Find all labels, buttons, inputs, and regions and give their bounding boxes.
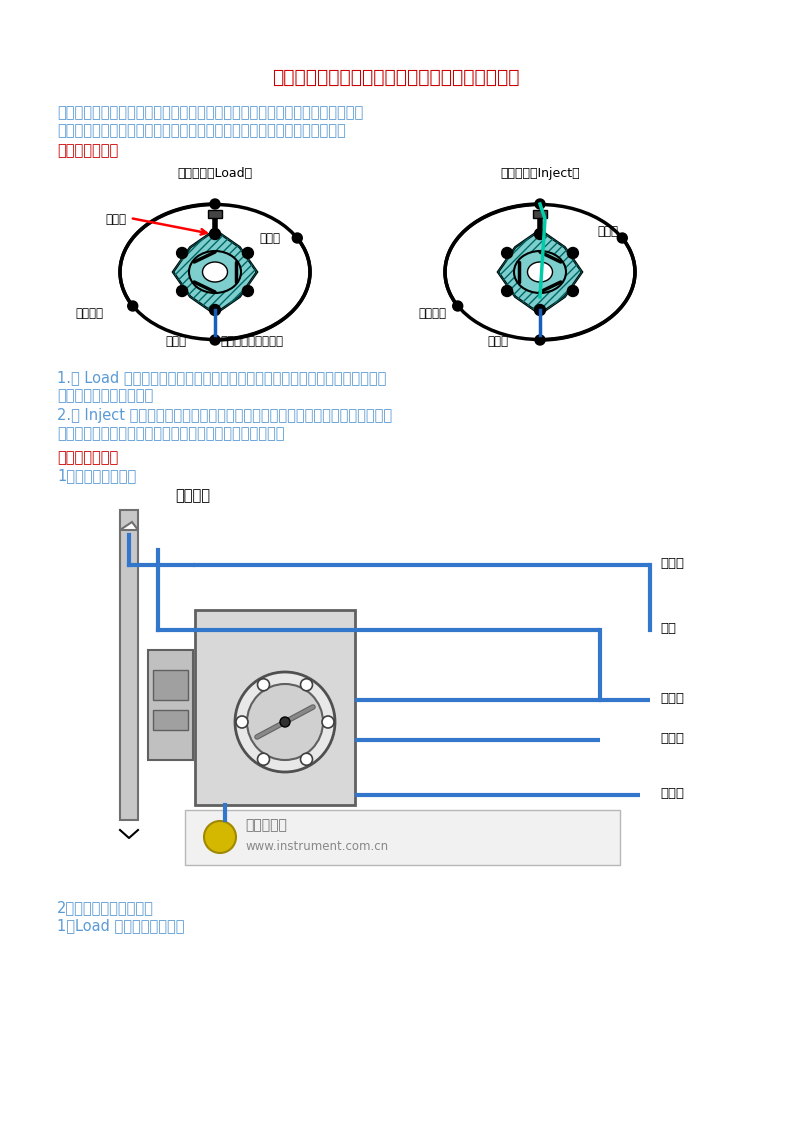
Bar <box>195 610 355 804</box>
Text: 液相色谱自动进样器和手动进样器工作原理之比较: 液相色谱自动进样器和手动进样器工作原理之比较 <box>272 68 519 88</box>
Text: 2、手动进样器工作原理: 2、手动进样器工作原理 <box>57 900 154 916</box>
Text: 1、实际流路连接图: 1、实际流路连接图 <box>57 468 136 482</box>
Text: 是自动进样的较手动进样器的死体积较大，多了计量泵和一部分联接管线。: 是自动进样的较手动进样器的死体积较大，多了计量泵和一部分联接管线。 <box>57 123 346 138</box>
Circle shape <box>235 672 335 772</box>
Polygon shape <box>120 511 138 530</box>
Circle shape <box>568 285 578 296</box>
Ellipse shape <box>514 251 566 293</box>
Circle shape <box>301 679 312 691</box>
Circle shape <box>535 335 545 344</box>
Circle shape <box>293 233 302 243</box>
Circle shape <box>258 753 270 765</box>
Ellipse shape <box>189 251 241 293</box>
Text: 至色谱柱: 至色谱柱 <box>418 307 446 320</box>
Bar <box>208 210 222 218</box>
Bar <box>148 650 193 760</box>
Ellipse shape <box>202 263 228 282</box>
Text: 4: 4 <box>262 678 266 683</box>
Text: www.instrument.com.cn: www.instrument.com.cn <box>245 840 388 853</box>
Circle shape <box>301 753 312 765</box>
Circle shape <box>210 335 220 344</box>
Circle shape <box>502 248 512 258</box>
Circle shape <box>534 304 546 315</box>
Text: 2: 2 <box>262 752 266 758</box>
Text: 废液: 废液 <box>660 622 676 635</box>
Text: 充样位置（Load）: 充样位置（Load） <box>178 167 252 180</box>
Bar <box>533 210 547 218</box>
Circle shape <box>258 679 270 691</box>
Text: 1: 1 <box>305 752 308 758</box>
Bar <box>120 530 138 820</box>
Text: 是直接流到废液的；来自泵的流动相经定量环再到色谱柱。: 是直接流到废液的；来自泵的流动相经定量环再到色谱柱。 <box>57 426 285 441</box>
Circle shape <box>280 717 290 727</box>
Text: 流向连接: 流向连接 <box>175 488 210 503</box>
Circle shape <box>177 285 188 296</box>
Polygon shape <box>498 230 582 314</box>
Text: 5: 5 <box>305 678 308 683</box>
Circle shape <box>243 285 254 296</box>
Bar <box>153 710 188 730</box>
Text: 至废液: 至废液 <box>259 232 280 245</box>
Text: 流动相直接流到色谱柱。: 流动相直接流到色谱柱。 <box>57 388 153 403</box>
Text: 接柱子: 接柱子 <box>660 787 684 800</box>
Circle shape <box>617 233 627 243</box>
Circle shape <box>210 199 220 209</box>
Text: 一、六通阀原理: 一、六通阀原理 <box>57 142 118 158</box>
Text: 6: 6 <box>326 715 330 721</box>
Text: 1.在 Load 状态，样品从进样针进来到定量环，多余的样品再到废液；来自泵的: 1.在 Load 状态，样品从进样针进来到定量环，多余的样品再到废液；来自泵的 <box>57 370 386 385</box>
Circle shape <box>243 248 254 258</box>
Circle shape <box>502 285 512 296</box>
Circle shape <box>453 301 463 311</box>
Text: 进样位置（Inject）: 进样位置（Inject） <box>500 167 580 180</box>
Text: 对于液相色谱而言，无论是手动进样器或是自动进样器都是用六通阀进样的，只: 对于液相色谱而言，无论是手动进样器或是自动进样器都是用六通阀进样的，只 <box>57 105 363 120</box>
Circle shape <box>236 716 248 728</box>
Text: 二、手动进样器: 二、手动进样器 <box>57 450 118 465</box>
Polygon shape <box>173 230 257 314</box>
Circle shape <box>204 821 236 853</box>
Text: 来自泵: 来自泵 <box>165 335 186 348</box>
Bar <box>185 810 620 865</box>
Circle shape <box>568 248 578 258</box>
Text: 放空管: 放空管 <box>660 692 684 705</box>
Circle shape <box>322 716 334 728</box>
Ellipse shape <box>527 263 553 282</box>
Text: 样品环: 样品环 <box>660 732 684 745</box>
Text: 至废液: 至废液 <box>597 226 618 238</box>
Text: 3: 3 <box>239 715 244 721</box>
Circle shape <box>209 304 220 315</box>
Circle shape <box>535 199 545 209</box>
Text: 1）Load 状态（充样位置）: 1）Load 状态（充样位置） <box>57 918 185 934</box>
Circle shape <box>534 229 546 239</box>
Circle shape <box>209 229 220 239</box>
Circle shape <box>177 248 188 258</box>
Text: 样品环: 样品环 <box>660 557 684 570</box>
Circle shape <box>128 301 138 311</box>
Text: 仪器信息网: 仪器信息网 <box>245 818 287 833</box>
Text: 来自泵: 来自泵 <box>487 335 508 348</box>
Bar <box>153 670 188 700</box>
Text: 至色谱柱: 至色谱柱 <box>75 307 103 320</box>
Circle shape <box>247 684 323 760</box>
Text: 2.在 Inject 状态，进样位置直接连接至废液，也就是说此时如果有样品进来的话: 2.在 Inject 状态，进样位置直接连接至废液，也就是说此时如果有样品进来的… <box>57 408 392 423</box>
Text: 进样针: 进样针 <box>105 213 126 226</box>
Text: 定量环（固定体积）: 定量环（固定体积） <box>220 335 283 348</box>
